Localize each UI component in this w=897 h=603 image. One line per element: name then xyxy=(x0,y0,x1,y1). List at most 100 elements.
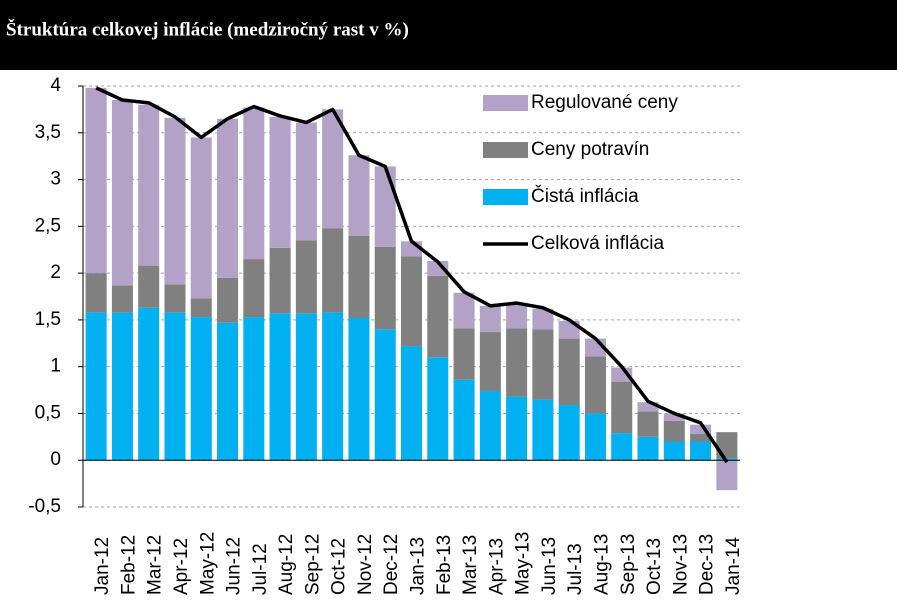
bar xyxy=(558,405,580,461)
x-tick-label: Jan-14 xyxy=(723,536,744,595)
x-tick-group: Jan-13 xyxy=(408,537,429,595)
bar xyxy=(479,390,501,461)
bar xyxy=(164,117,186,285)
bar xyxy=(348,318,370,461)
x-tick-label: Feb-12 xyxy=(118,535,139,595)
y-tick-label: 0,5 xyxy=(35,402,61,423)
x-tick-group: Aug-13 xyxy=(591,534,612,595)
bar xyxy=(348,235,370,319)
x-tick-label: Jun-13 xyxy=(539,537,560,595)
bar xyxy=(111,285,133,313)
bar xyxy=(243,259,265,318)
bar xyxy=(453,292,475,329)
x-tick-label: Sep-13 xyxy=(618,534,639,595)
x-tick-label: Nov-12 xyxy=(355,534,376,595)
legend-label: Celková inflácia xyxy=(531,233,664,254)
bar xyxy=(217,322,239,461)
bar xyxy=(190,317,212,461)
bar xyxy=(663,420,685,442)
bar xyxy=(690,424,712,435)
x-tick-label: Aug-12 xyxy=(276,534,297,595)
x-tick-group: Jul-12 xyxy=(250,543,271,595)
bar xyxy=(295,240,317,314)
x-tick-label: Jul-13 xyxy=(565,543,586,595)
chart-title: Štruktúra celkovej inflácie (medziročný … xyxy=(6,18,409,40)
bar xyxy=(190,137,212,299)
x-tick-group: Jan-14 xyxy=(723,536,744,595)
bar xyxy=(637,402,659,412)
x-tick-group: Apr-13 xyxy=(486,538,507,595)
x-tick-group: Nov-12 xyxy=(355,534,376,595)
x-tick-label: May-12 xyxy=(197,532,218,595)
bar xyxy=(611,433,633,461)
x-tick-label: Jan-12 xyxy=(92,537,113,595)
bar xyxy=(269,313,291,461)
x-tick-group: Jun-13 xyxy=(539,537,560,595)
x-tick-group: May-13 xyxy=(513,532,534,595)
bar xyxy=(716,432,738,459)
bar xyxy=(532,329,554,400)
bar xyxy=(217,277,239,323)
bar xyxy=(348,155,370,236)
bar xyxy=(532,399,554,461)
bar xyxy=(111,312,133,461)
bar xyxy=(190,298,212,318)
bar xyxy=(506,303,528,329)
bar xyxy=(269,116,291,248)
bar xyxy=(479,332,501,391)
bar xyxy=(453,379,475,461)
x-tick-group: Dec-12 xyxy=(381,534,402,595)
bar xyxy=(427,357,449,461)
bar xyxy=(690,434,712,442)
bar xyxy=(558,338,580,406)
line xyxy=(95,86,729,464)
bar xyxy=(85,312,107,461)
bar xyxy=(322,228,344,313)
bar xyxy=(506,328,528,397)
y-tick-label: 4 xyxy=(50,75,61,96)
x-tick-group: Jan-12 xyxy=(92,537,113,595)
bar xyxy=(400,256,423,347)
bar xyxy=(637,436,659,461)
bar xyxy=(690,441,712,461)
x-tick-label: Oct-13 xyxy=(644,538,665,595)
x-tick-label: Aug-13 xyxy=(591,534,612,595)
x-tick-label: Jan-13 xyxy=(408,537,429,595)
bar xyxy=(374,246,396,330)
bar xyxy=(663,441,685,461)
y-tick-label: -0,5 xyxy=(28,496,61,517)
x-tick-group: Apr-12 xyxy=(171,538,192,595)
x-tick-group: Dec-13 xyxy=(697,534,718,595)
x-tick-group: Aug-12 xyxy=(276,534,297,595)
bar xyxy=(138,307,160,461)
x-tick-label: Nov-13 xyxy=(670,534,691,595)
bar xyxy=(111,100,133,286)
bar xyxy=(322,312,344,461)
bar xyxy=(322,109,344,229)
bar xyxy=(716,460,738,491)
x-tick-label: Mar-12 xyxy=(145,535,166,595)
bar xyxy=(506,396,528,461)
bar xyxy=(295,313,317,461)
x-tick-label: Sep-12 xyxy=(302,534,323,595)
bar xyxy=(663,413,685,421)
bar xyxy=(427,260,449,276)
x-tick-group: Sep-12 xyxy=(302,534,323,595)
bar xyxy=(164,312,186,461)
x-tick-label: Jul-12 xyxy=(250,543,271,595)
legend-label: Regulované ceny xyxy=(531,92,678,113)
bar xyxy=(584,356,606,414)
x-tick-group: Sep-13 xyxy=(618,534,639,595)
title-band xyxy=(0,0,897,70)
x-tick-label: Jun-12 xyxy=(224,537,245,595)
x-tick-group: Mar-13 xyxy=(460,535,481,595)
bar xyxy=(400,346,423,461)
bar xyxy=(138,265,160,308)
x-tick-group: Jul-13 xyxy=(565,543,586,595)
x-tick-group: Oct-12 xyxy=(329,538,350,595)
x-tick-group: Feb-12 xyxy=(118,535,139,595)
bar xyxy=(479,305,501,333)
y-tick-label: 0 xyxy=(50,449,61,470)
bar xyxy=(295,122,317,241)
